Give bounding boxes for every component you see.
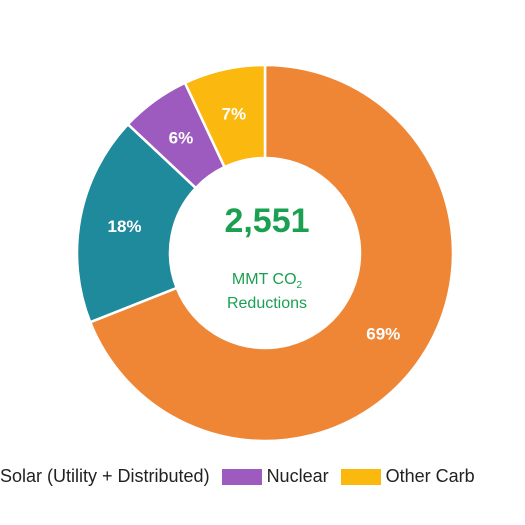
center-total-value: 2,551 xyxy=(224,202,309,240)
legend-item-other: Other Carb xyxy=(329,466,475,487)
slice-label-3: 7% xyxy=(222,104,247,123)
legend-item-nuclear-label: Nuclear xyxy=(266,466,329,486)
slice-label-1: 18% xyxy=(108,217,142,236)
legend-item-other-label: Other Carb xyxy=(385,466,475,486)
donut-slice-1 xyxy=(75,122,198,324)
donut-slice-0 xyxy=(88,63,455,443)
donut-slices xyxy=(75,63,455,443)
slice-label-0: 69% xyxy=(366,324,400,343)
slice-labels: 69% 18% 6% 7% xyxy=(108,104,401,343)
donut-slice-3 xyxy=(183,63,267,169)
legend-item-solar-label: Solar (Utility + Distributed) xyxy=(0,466,210,486)
center-unit-main: MMT CO xyxy=(232,271,297,288)
center-caption: Reductions xyxy=(227,295,307,312)
center-unit-label: MMT CO2 xyxy=(232,271,303,291)
center-unit-subscript: 2 xyxy=(297,280,303,291)
legend-swatch-nuclear xyxy=(221,468,262,485)
legend: Solar (Utility + Distributed) Nuclear Ot… xyxy=(0,466,475,487)
slice-label-2: 6% xyxy=(169,128,194,147)
legend-item-nuclear: Nuclear xyxy=(210,466,329,487)
legend-swatch-other xyxy=(340,468,381,485)
